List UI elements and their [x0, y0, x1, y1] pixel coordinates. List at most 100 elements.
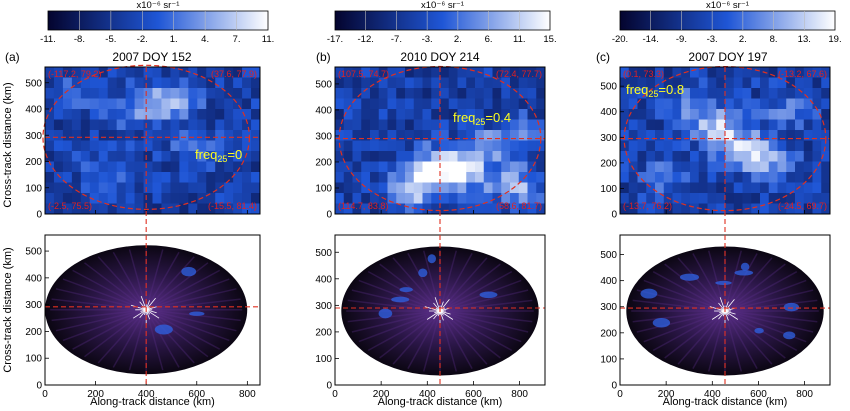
image-cell	[396, 109, 406, 120]
image-cell	[690, 67, 700, 78]
image-cell	[448, 88, 458, 99]
image-cell	[760, 203, 770, 215]
psd-ray	[51, 298, 147, 311]
image-cell	[620, 67, 630, 78]
image-cell	[161, 161, 171, 173]
ytick-label: 400	[600, 276, 617, 287]
image-cell	[803, 182, 813, 194]
psd-ray	[692, 310, 726, 369]
image-cell	[170, 161, 180, 173]
image-cell	[760, 172, 770, 183]
corner-label: (37.6, 77.9)	[211, 69, 257, 79]
image-cell	[116, 109, 127, 120]
image-cell	[251, 182, 261, 194]
image-cell	[224, 182, 234, 194]
image-cell	[466, 119, 476, 131]
psd-ray	[146, 298, 241, 311]
psd-ray	[145, 309, 164, 371]
image-cell	[768, 151, 778, 162]
image-cell	[510, 77, 520, 89]
image-cell	[510, 140, 520, 152]
image-cell	[786, 98, 796, 110]
image-cell	[206, 119, 216, 131]
image-cell	[89, 119, 100, 131]
colorbar-unit: x10⁻⁶ sr⁻¹	[706, 0, 749, 11]
image-cell	[107, 203, 118, 215]
image-cell	[812, 161, 822, 173]
colorbar-tick-label: 8.	[770, 34, 778, 45]
image-cell	[518, 77, 528, 89]
image-cell	[733, 109, 743, 120]
image-cell	[62, 98, 73, 110]
image-cell	[725, 88, 735, 99]
image-cell	[475, 88, 485, 99]
image-cell	[107, 182, 118, 194]
psd-ray	[677, 310, 726, 365]
image-cell	[742, 130, 752, 141]
image-cell	[206, 161, 216, 173]
image-cell	[89, 109, 100, 120]
image-cell	[98, 67, 109, 78]
image-cell	[733, 172, 743, 183]
image-cell	[795, 161, 805, 173]
image-cell	[742, 172, 752, 183]
ytick-label: 500	[315, 248, 332, 259]
image-cell	[821, 98, 831, 110]
image-cell	[812, 151, 822, 162]
psd-ray	[724, 279, 807, 312]
freq-prefix: freq	[453, 110, 475, 125]
colorbar-tick-label: -14.	[643, 34, 659, 45]
image-cell	[53, 172, 64, 183]
image-cell	[53, 109, 64, 120]
image-cell	[215, 193, 225, 204]
image-cell	[777, 119, 787, 131]
image-cell	[370, 161, 380, 173]
image-cell	[655, 98, 665, 110]
image-cell	[134, 151, 144, 162]
image-cell	[161, 193, 171, 204]
psd-ray	[724, 310, 814, 333]
image-cell	[233, 109, 243, 120]
image-cell	[251, 98, 261, 110]
image-cell	[492, 119, 502, 131]
image-cell	[707, 98, 717, 110]
image-cell	[795, 119, 805, 131]
image-cell	[707, 193, 717, 204]
image-cell	[170, 130, 180, 141]
image-cell	[475, 193, 485, 204]
image-cell	[107, 130, 118, 141]
image-cell	[518, 161, 528, 173]
image-cell	[352, 203, 362, 215]
psd-ray	[392, 310, 441, 365]
image-cell	[733, 151, 743, 162]
image-cell	[53, 161, 64, 173]
image-cell	[663, 172, 673, 183]
image-cell	[510, 182, 520, 194]
image-cell	[62, 88, 73, 99]
image-cell	[768, 182, 778, 194]
image-cell	[343, 203, 353, 215]
image-cell	[431, 77, 441, 89]
image-cell	[492, 109, 502, 120]
image-cell	[646, 67, 656, 78]
image-cell	[134, 119, 144, 131]
image-cell	[751, 140, 761, 152]
image-cell	[655, 193, 665, 204]
image-cell	[413, 172, 423, 183]
image-cell	[637, 151, 647, 162]
image-cell	[510, 193, 520, 204]
image-cell	[527, 161, 537, 173]
image-cell	[768, 172, 778, 183]
image-cell	[501, 88, 511, 99]
image-cell	[457, 182, 467, 194]
image-cell	[152, 203, 162, 215]
image-cell	[405, 98, 415, 110]
image-cell	[681, 172, 691, 183]
image-cell	[812, 67, 822, 78]
psd-star	[439, 301, 444, 312]
image-cell	[107, 109, 118, 120]
image-cell	[466, 77, 476, 89]
image-cell	[413, 130, 423, 141]
image-cell	[387, 203, 397, 215]
freq-subscript: 25	[217, 154, 227, 164]
